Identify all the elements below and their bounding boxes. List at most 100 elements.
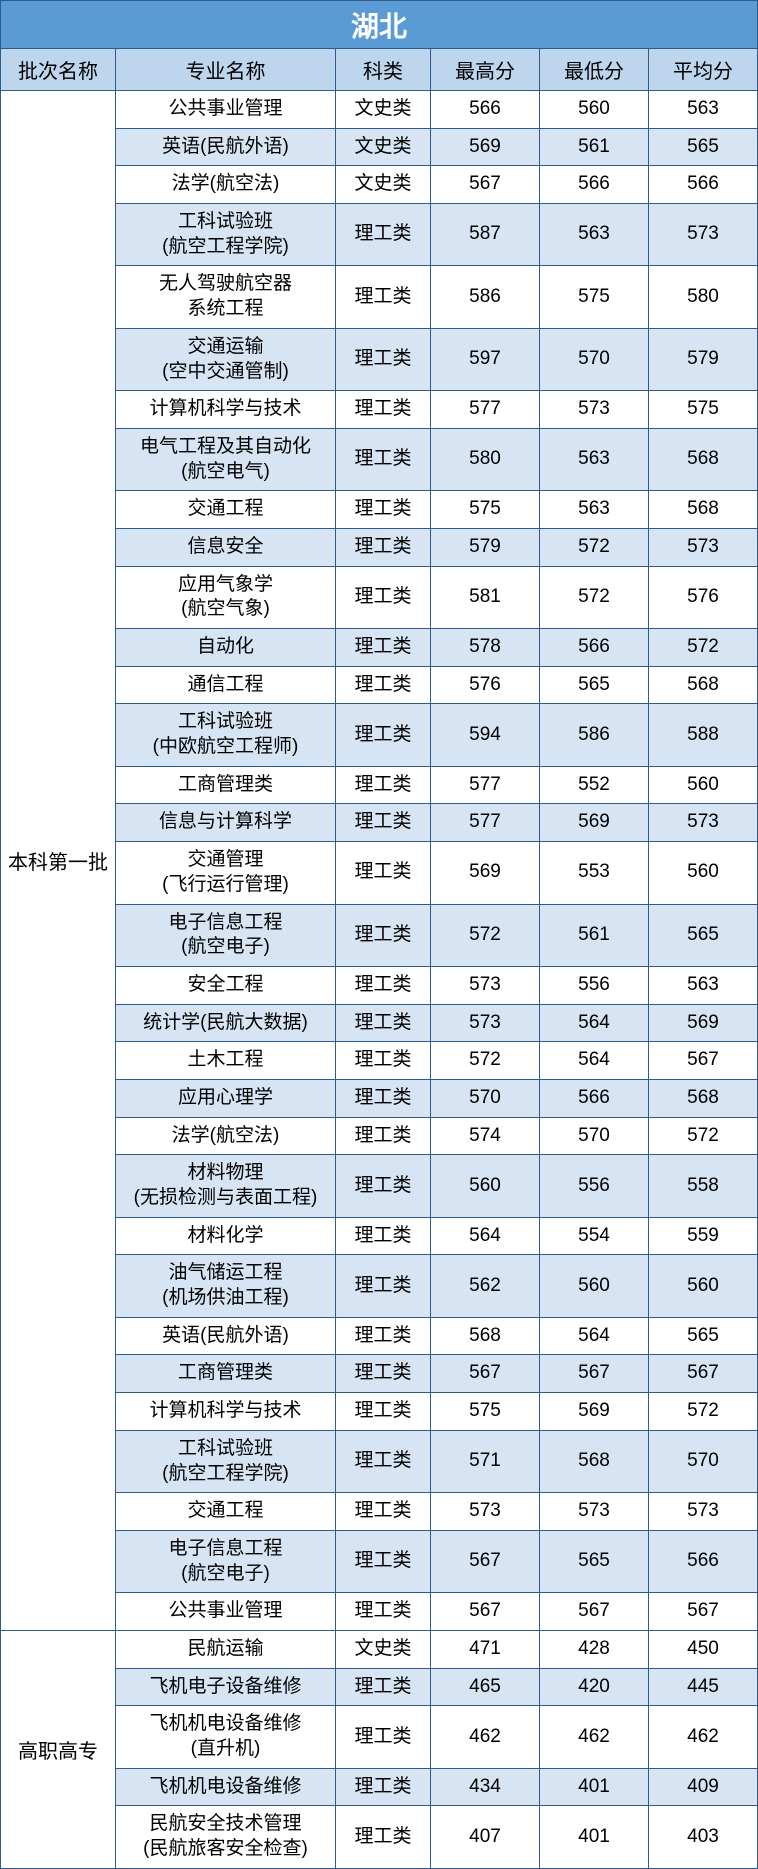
min-cell: 462	[540, 1706, 649, 1768]
category-cell: 理工类	[336, 904, 431, 966]
major-cell: 飞机机电设备维修	[116, 1768, 336, 1806]
max-cell: 572	[431, 904, 540, 966]
min-cell: 567	[540, 1355, 649, 1393]
min-cell: 556	[540, 1155, 649, 1217]
avg-cell: 559	[649, 1217, 758, 1255]
min-cell: 567	[540, 1593, 649, 1631]
min-cell: 572	[540, 566, 649, 628]
min-cell: 563	[540, 491, 649, 529]
header-major: 专业名称	[116, 49, 336, 91]
max-cell: 567	[431, 166, 540, 204]
category-cell: 理工类	[336, 428, 431, 490]
avg-cell: 462	[649, 1706, 758, 1768]
avg-cell: 450	[649, 1630, 758, 1668]
major-cell: 法学(航空法)	[116, 1117, 336, 1155]
max-cell: 567	[431, 1530, 540, 1592]
major-cell: 土木工程	[116, 1042, 336, 1080]
max-cell: 573	[431, 1004, 540, 1042]
avg-cell: 565	[649, 1317, 758, 1355]
category-cell: 文史类	[336, 128, 431, 166]
max-cell: 465	[431, 1668, 540, 1706]
max-cell: 560	[431, 1155, 540, 1217]
min-cell: 565	[540, 1530, 649, 1592]
min-cell: 401	[540, 1768, 649, 1806]
category-cell: 理工类	[336, 1593, 431, 1631]
major-cell: 工商管理类	[116, 766, 336, 804]
avg-cell: 573	[649, 1493, 758, 1531]
batch-name-cell: 高职高专	[1, 1630, 116, 1868]
avg-cell: 558	[649, 1155, 758, 1217]
major-cell: 电子信息工程(航空电子)	[116, 1530, 336, 1592]
max-cell: 577	[431, 391, 540, 429]
avg-cell: 568	[649, 666, 758, 704]
min-cell: 561	[540, 904, 649, 966]
max-cell: 572	[431, 1042, 540, 1080]
min-cell: 566	[540, 166, 649, 204]
min-cell: 552	[540, 766, 649, 804]
category-cell: 文史类	[336, 1630, 431, 1668]
table-row: 本科第一批公共事业管理文史类566560563	[1, 91, 758, 129]
max-cell: 571	[431, 1430, 540, 1492]
avg-cell: 566	[649, 166, 758, 204]
max-cell: 577	[431, 766, 540, 804]
avg-cell: 445	[649, 1668, 758, 1706]
avg-cell: 568	[649, 491, 758, 529]
avg-cell: 569	[649, 1004, 758, 1042]
avg-cell: 588	[649, 704, 758, 766]
header-row: 批次名称 专业名称 科类 最高分 最低分 平均分	[1, 49, 758, 91]
max-cell: 567	[431, 1593, 540, 1631]
header-max: 最高分	[431, 49, 540, 91]
major-cell: 信息与计算科学	[116, 804, 336, 842]
major-cell: 统计学(民航大数据)	[116, 1004, 336, 1042]
min-cell: 401	[540, 1806, 649, 1868]
major-cell: 计算机科学与技术	[116, 1393, 336, 1431]
min-cell: 569	[540, 1393, 649, 1431]
max-cell: 574	[431, 1117, 540, 1155]
major-cell: 公共事业管理	[116, 1593, 336, 1631]
min-cell: 560	[540, 91, 649, 129]
max-cell: 462	[431, 1706, 540, 1768]
category-cell: 理工类	[336, 766, 431, 804]
min-cell: 561	[540, 128, 649, 166]
min-cell: 566	[540, 1079, 649, 1117]
category-cell: 理工类	[336, 1355, 431, 1393]
category-cell: 理工类	[336, 804, 431, 842]
min-cell: 564	[540, 1042, 649, 1080]
major-cell: 安全工程	[116, 966, 336, 1004]
major-cell: 应用气象学(航空气象)	[116, 566, 336, 628]
max-cell: 434	[431, 1768, 540, 1806]
max-cell: 578	[431, 629, 540, 667]
max-cell: 573	[431, 1493, 540, 1531]
avg-cell: 560	[649, 1255, 758, 1317]
category-cell: 理工类	[336, 204, 431, 266]
category-cell: 理工类	[336, 629, 431, 667]
category-cell: 理工类	[336, 391, 431, 429]
category-cell: 理工类	[336, 1255, 431, 1317]
min-cell: 569	[540, 804, 649, 842]
category-cell: 理工类	[336, 1768, 431, 1806]
major-cell: 公共事业管理	[116, 91, 336, 129]
major-cell: 通信工程	[116, 666, 336, 704]
min-cell: 563	[540, 428, 649, 490]
avg-cell: 568	[649, 428, 758, 490]
major-cell: 法学(航空法)	[116, 166, 336, 204]
avg-cell: 560	[649, 842, 758, 904]
max-cell: 407	[431, 1806, 540, 1868]
max-cell: 587	[431, 204, 540, 266]
major-cell: 材料物理(无损检测与表面工程)	[116, 1155, 336, 1217]
category-cell: 理工类	[336, 266, 431, 328]
avg-cell: 403	[649, 1806, 758, 1868]
major-cell: 飞机机电设备维修(直升机)	[116, 1706, 336, 1768]
category-cell: 理工类	[336, 328, 431, 390]
category-cell: 理工类	[336, 1042, 431, 1080]
max-cell: 568	[431, 1317, 540, 1355]
category-cell: 理工类	[336, 1530, 431, 1592]
min-cell: 566	[540, 629, 649, 667]
major-cell: 交通管理(飞行运行管理)	[116, 842, 336, 904]
category-cell: 文史类	[336, 166, 431, 204]
avg-cell: 575	[649, 391, 758, 429]
min-cell: 564	[540, 1004, 649, 1042]
category-cell: 理工类	[336, 666, 431, 704]
major-cell: 材料化学	[116, 1217, 336, 1255]
max-cell: 564	[431, 1217, 540, 1255]
